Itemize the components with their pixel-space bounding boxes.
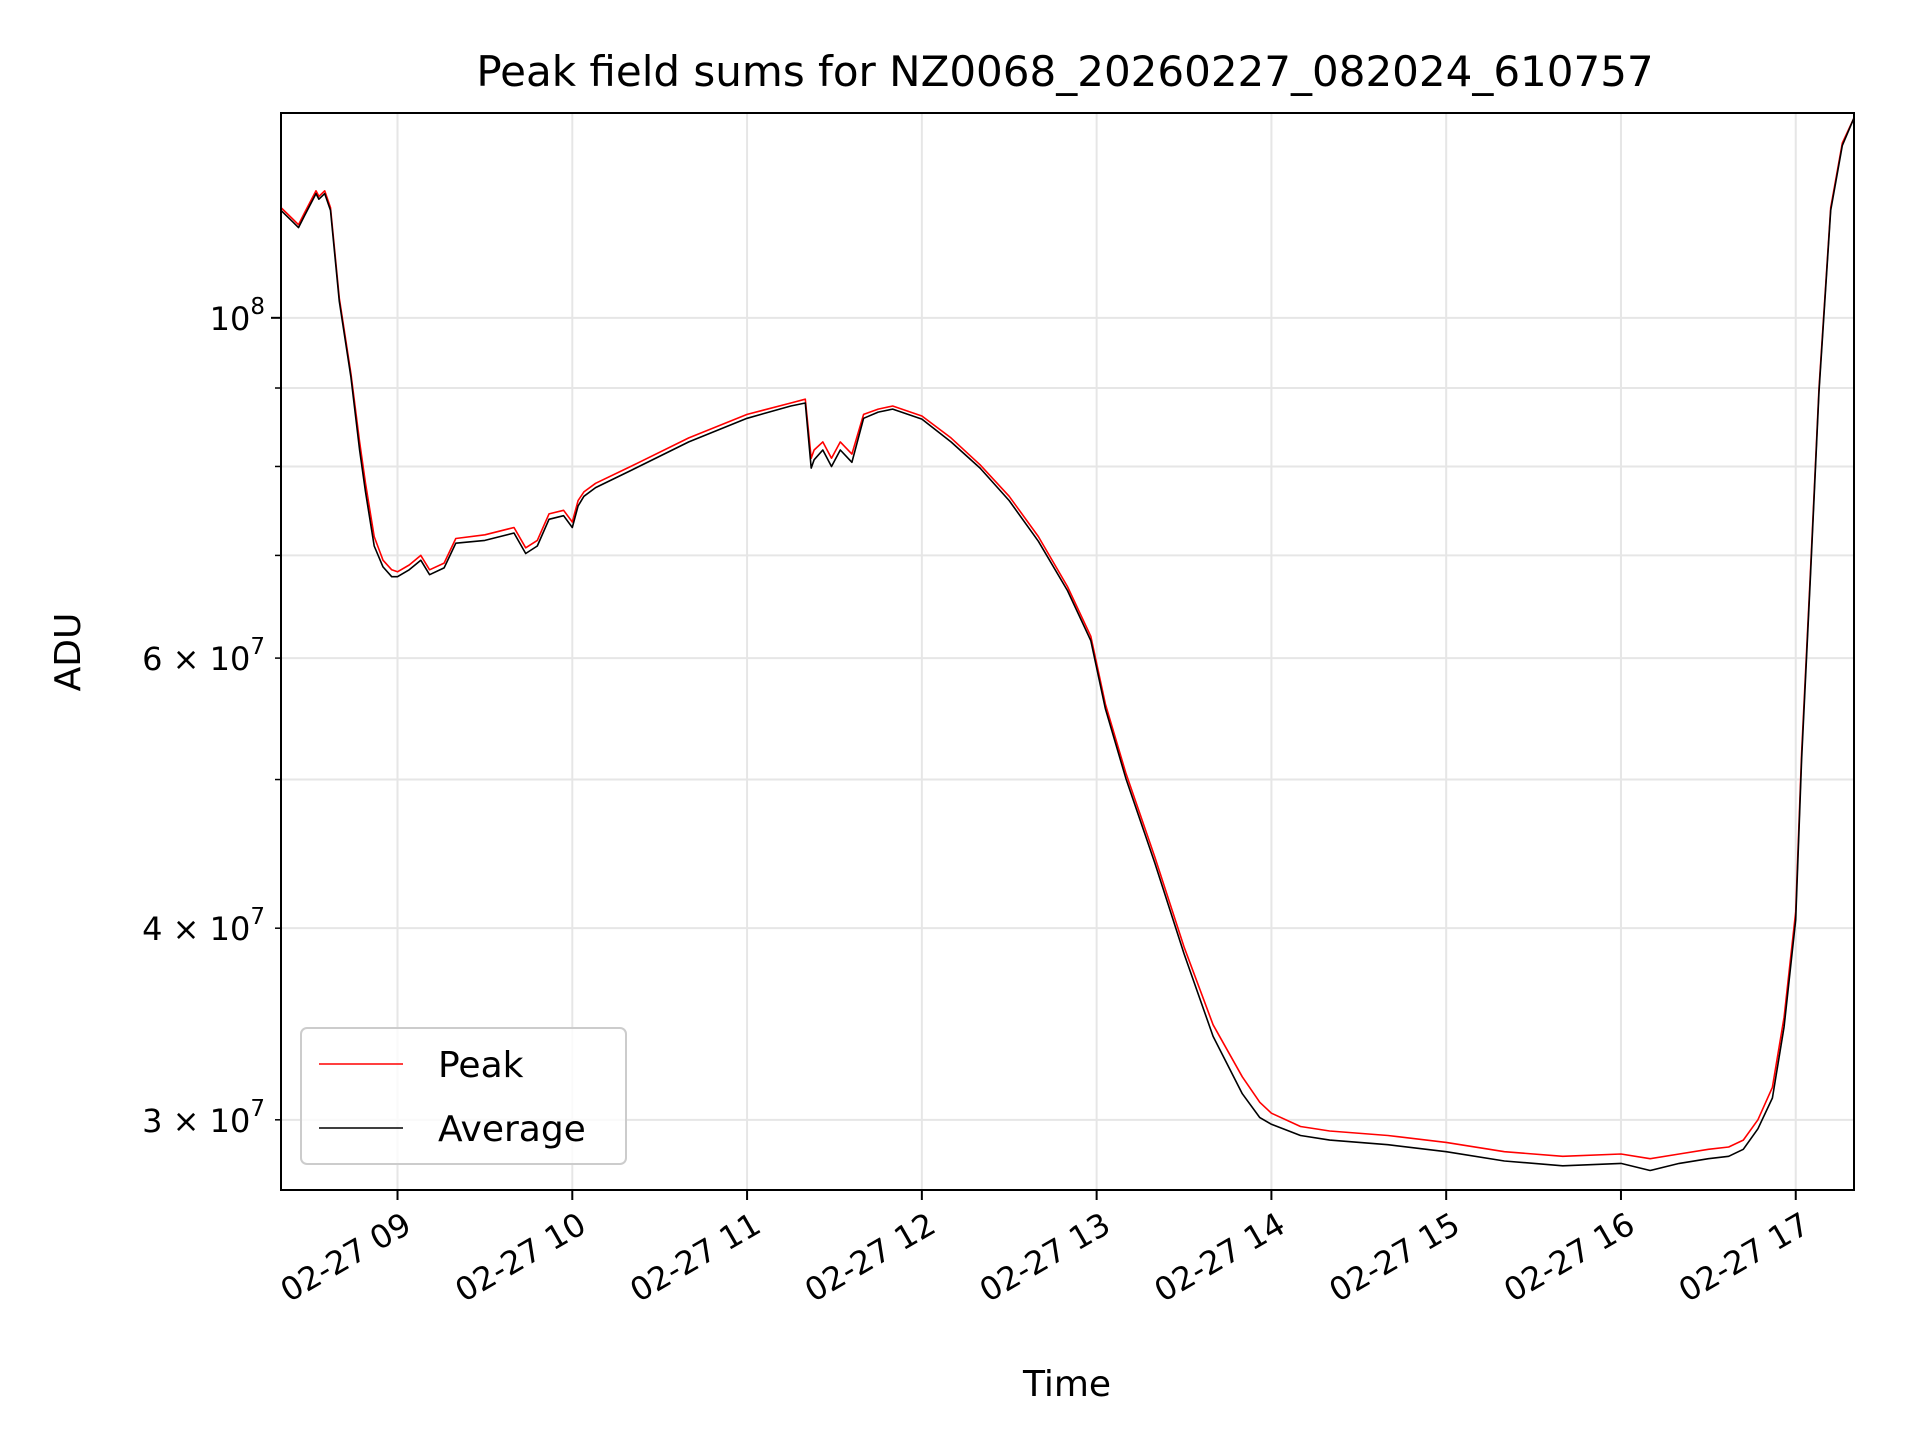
y-tick-label: 4 × 107 [142, 904, 265, 948]
legend-label-peak: Peak [438, 1045, 524, 1086]
y-axis-label: ADU [48, 613, 89, 692]
y-tick-label: 3 × 107 [142, 1096, 265, 1140]
legend: Peak Average [300, 1027, 627, 1165]
series-line-average [281, 117, 1854, 1172]
y-axis: 108 3 × 107 4 × 107 6 × 107 [142, 294, 281, 1140]
series-layer [281, 117, 1854, 1172]
gridlines [281, 113, 1854, 1190]
x-axis-label: Time [1022, 1364, 1111, 1405]
legend-box [300, 1027, 627, 1165]
y-tick-label: 108 [210, 294, 265, 338]
series-line-peak [281, 117, 1854, 1160]
plot-frame [280, 112, 1855, 1191]
y-tick-label: 6 × 107 [142, 634, 265, 678]
legend-label-average: Average [438, 1109, 586, 1150]
chart-title: Peak field sums for NZ0068_20260227_0820… [476, 47, 1653, 96]
